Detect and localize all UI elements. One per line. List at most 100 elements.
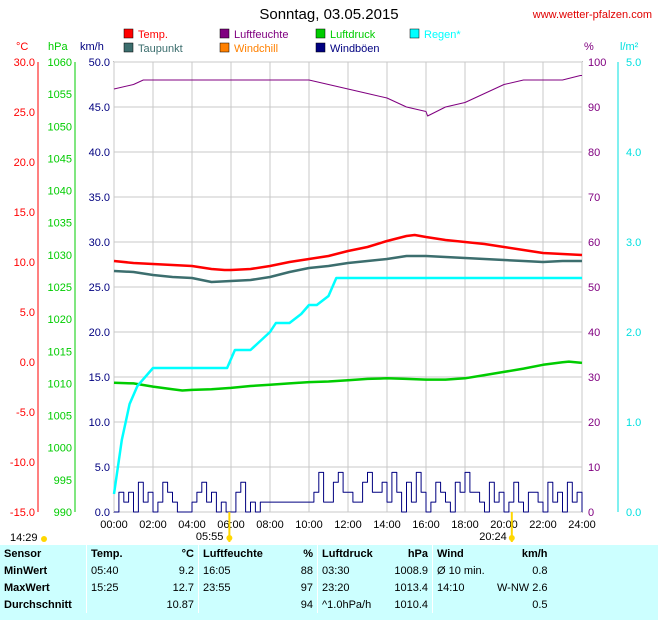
chart-title: Sonntag, 03.05.2015 xyxy=(259,6,399,23)
temp-tick-label: 10.0 xyxy=(14,257,35,269)
wind-tick-label: 15.0 xyxy=(89,372,110,384)
wind-tick-label: 40.0 xyxy=(89,147,110,159)
stats-row-avg: Durchschnitt 10.87 94 ^1.0hPa/h 1010.4 0… xyxy=(0,596,552,613)
pressure-tick-label: 1020 xyxy=(48,314,72,326)
temp-value: 9.2 xyxy=(178,564,194,577)
pressure-tick-label: 1005 xyxy=(48,411,72,423)
wind-label: Ø 10 min. xyxy=(432,562,493,579)
pressure-time: 03:30 xyxy=(317,562,384,579)
x-tick-label: 16:00 xyxy=(412,519,440,531)
pressure-tick-label: 1045 xyxy=(48,153,72,165)
rain-unit-label: l/m² xyxy=(620,41,639,53)
x-tick-label: 20:00 xyxy=(490,519,518,531)
humidity-tick-label: 20 xyxy=(588,417,600,429)
wind-label xyxy=(432,596,493,613)
rain-tick-label: 2.0 xyxy=(626,327,641,339)
daylight-icon xyxy=(41,536,47,542)
pressure-value: 1013.4 xyxy=(394,581,428,594)
pressure-tick-label: 1015 xyxy=(48,346,72,358)
header-temp: Temp. xyxy=(86,545,150,562)
pressure-tick-label: 1010 xyxy=(48,378,72,390)
series-temp xyxy=(113,233,583,272)
weather-chart: Temp. Luftfeuchte Luftdruck Regen* Taupunkt W… xyxy=(10,28,641,544)
series-regen xyxy=(112,276,582,495)
header-wind-unit: km/h xyxy=(521,547,548,560)
temp-time xyxy=(86,596,150,613)
wind-tick-label: 50.0 xyxy=(89,57,110,69)
rain-tick-label: 1.0 xyxy=(626,417,641,429)
x-tick-label: 18:00 xyxy=(451,519,479,531)
pressure-tick-label: 1035 xyxy=(48,218,72,230)
pressure-tick-label: 1025 xyxy=(48,282,72,294)
legend-swatch xyxy=(315,42,326,53)
row-label: MaxWert xyxy=(4,581,50,594)
row-label: Durchschnitt xyxy=(4,598,72,611)
humidity-tick-label: 80 xyxy=(588,147,600,159)
wind-label: 14:10 xyxy=(432,579,493,596)
humidity-value: 94 xyxy=(300,598,313,611)
temp-time: 05:40 xyxy=(86,562,150,579)
sunset-label: 20:24 xyxy=(479,531,507,543)
pressure-time: 23:20 xyxy=(317,579,384,596)
legend-label: Luftfeuchte xyxy=(234,29,288,41)
temp-tick-label: 30.0 xyxy=(14,57,35,69)
legend-swatch xyxy=(409,28,420,39)
stats-table-panel: Sensor Temp. °C Luftfeuchte % Luftdruck … xyxy=(0,545,658,620)
x-tick-label: 22:00 xyxy=(529,519,557,531)
wind-tick-label: 35.0 xyxy=(89,192,110,204)
humidity-tick-label: 90 xyxy=(588,102,600,114)
sunrise-label: 05:55 xyxy=(196,531,224,543)
pressure-tick-label: 1000 xyxy=(48,443,72,455)
wind-tick-label: 25.0 xyxy=(89,282,110,294)
temp-time: 15:25 xyxy=(86,579,150,596)
x-tick-label: 06:00 xyxy=(217,519,245,531)
x-tick-label: 10:00 xyxy=(295,519,323,531)
pressure-tick-label: 1060 xyxy=(48,57,72,69)
temp-tick-label: -5.0 xyxy=(16,407,35,419)
temp-value: 12.7 xyxy=(172,581,194,594)
wind-value: W-NW 2.6 xyxy=(497,581,548,594)
humidity-tick-label: 70 xyxy=(588,192,600,204)
series xyxy=(112,75,583,513)
header-temp-unit: °C xyxy=(181,547,194,560)
site-url[interactable]: www.wetter-pfalzen.com xyxy=(532,9,652,21)
legend: Temp. Luftfeuchte Luftdruck Regen* Taupunkt W… xyxy=(123,28,461,55)
humidity-tick-label: 0 xyxy=(588,507,594,519)
daylight-label: 14:29 xyxy=(10,532,38,544)
wind-tick-label: 5.0 xyxy=(95,462,110,474)
pressure-tick-label: 1030 xyxy=(48,250,72,262)
x-tick-label: 00:00 xyxy=(100,519,128,531)
x-tick-label: 04:00 xyxy=(178,519,206,531)
wind-value: 0.5 xyxy=(532,598,548,611)
pressure-value: 1008.9 xyxy=(394,564,428,577)
humidity-tick-label: 100 xyxy=(588,57,606,69)
pressure-unit-label: hPa xyxy=(48,41,68,53)
rain-tick-label: 4.0 xyxy=(626,147,641,159)
sunset-icon xyxy=(508,535,515,541)
legend-label: Windchill xyxy=(234,43,278,55)
humidity-unit-label: % xyxy=(584,41,594,53)
humidity-time: 16:05 xyxy=(198,562,277,579)
x-tick-label: 02:00 xyxy=(139,519,167,531)
header-humidity: Luftfeuchte xyxy=(198,545,277,562)
series-luftfeuchte xyxy=(113,75,582,117)
pressure-tick-label: 1040 xyxy=(48,186,72,198)
sun-markers: 05:55 20:24 14:29 xyxy=(10,512,515,544)
legend-label: Temp. xyxy=(138,29,168,41)
temp-tick-label: 20.0 xyxy=(14,157,35,169)
wind-tick-label: 20.0 xyxy=(89,327,110,339)
wind-tick-label: 30.0 xyxy=(89,237,110,249)
humidity-time xyxy=(198,596,277,613)
wind-tick-label: 0.0 xyxy=(95,507,110,519)
rain-tick-label: 5.0 xyxy=(626,57,641,69)
humidity-tick-label: 40 xyxy=(588,327,600,339)
legend-swatch xyxy=(123,28,134,39)
temp-tick-label: 25.0 xyxy=(14,107,35,119)
x-tick-label: 12:00 xyxy=(334,519,362,531)
legend-label: Taupunkt xyxy=(138,43,183,55)
humidity-tick-label: 50 xyxy=(588,282,600,294)
temp-value: 10.87 xyxy=(166,598,194,611)
stats-row-min: MinWert 05:40 9.2 16:05 88 03:30 1008.9 … xyxy=(0,562,552,579)
header-wind: Wind xyxy=(432,545,493,562)
humidity-tick-label: 30 xyxy=(588,372,600,384)
